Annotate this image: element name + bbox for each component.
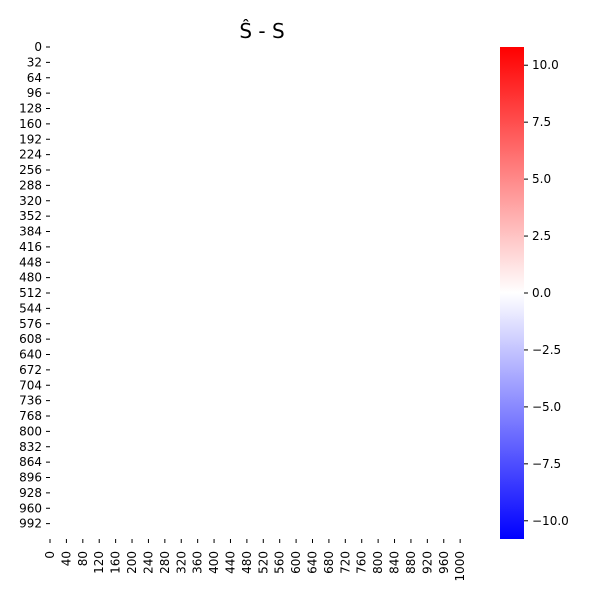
colorbar-axis: 10.0 7.5 5.0 2.5 0.0 −2.5 −5.0 −7.5 −10.0 [524, 58, 569, 528]
x-axis: 0 40 80 120 160 200 240 280 320 360 400 440 480 520 56… [43, 539, 467, 582]
y-tick-label: 32 [27, 55, 42, 69]
x-tick-label: 200 [125, 551, 139, 574]
x-tick-label: 440 [223, 551, 237, 574]
colorbar-tick-label: −10.0 [532, 514, 569, 528]
y-tick-label: 992 [19, 517, 42, 531]
x-tick-label: 0 [43, 551, 57, 559]
x-tick-label: 960 [437, 551, 451, 574]
y-tick-label: 288 [19, 178, 42, 192]
colorbar [500, 47, 524, 539]
x-tick-label: 240 [141, 551, 155, 574]
colorbar-tick-label: 0.0 [532, 286, 551, 300]
y-tick-label: 736 [19, 394, 42, 408]
y-tick-label: 672 [19, 363, 42, 377]
y-tick-label: 96 [27, 86, 42, 100]
x-tick-label: 520 [256, 551, 270, 574]
colorbar-tick-label: 2.5 [532, 229, 551, 243]
y-tick-label: 224 [19, 148, 42, 162]
x-tick-label: 640 [306, 551, 320, 574]
y-tick-label: 704 [19, 378, 42, 392]
x-tick-label: 880 [404, 551, 418, 574]
y-tick-label: 320 [19, 194, 42, 208]
x-tick-label: 400 [207, 551, 221, 574]
y-tick-label: 896 [19, 471, 42, 485]
colorbar-tick-label: 5.0 [532, 172, 551, 186]
y-tick-label: 192 [19, 132, 42, 146]
y-tick-label: 640 [19, 348, 42, 362]
y-tick-label: 512 [19, 286, 42, 300]
y-tick-label: 960 [19, 501, 42, 515]
x-tick-label: 560 [273, 551, 287, 574]
x-tick-label: 120 [92, 551, 106, 574]
x-tick-label: 160 [109, 551, 123, 574]
y-tick-label: 448 [19, 255, 42, 269]
y-tick-label: 64 [27, 71, 42, 85]
x-tick-label: 1000 [453, 551, 467, 582]
y-tick-label: 256 [19, 163, 42, 177]
y-tick-label: 352 [19, 209, 42, 223]
x-tick-label: 480 [240, 551, 254, 574]
y-tick-label: 416 [19, 240, 42, 254]
x-tick-label: 760 [355, 551, 369, 574]
colorbar-tick-label: −5.0 [532, 400, 561, 414]
x-tick-label: 840 [388, 551, 402, 574]
colorbar-tick-label: −2.5 [532, 343, 561, 357]
y-tick-label: 800 [19, 424, 42, 438]
y-tick-label: 576 [19, 317, 42, 331]
colorbar-tick-label: 7.5 [532, 115, 551, 129]
y-tick-label: 160 [19, 117, 42, 131]
x-tick-label: 80 [76, 551, 90, 566]
y-tick-label: 128 [19, 102, 42, 116]
x-tick-label: 680 [322, 551, 336, 574]
y-tick-label: 544 [19, 301, 42, 315]
y-tick-label: 832 [19, 440, 42, 454]
x-tick-label: 720 [338, 551, 352, 574]
x-tick-label: 40 [59, 551, 73, 566]
x-tick-label: 800 [371, 551, 385, 574]
heatmap-area [50, 47, 470, 539]
colorbar-tick-label: 10.0 [532, 58, 559, 72]
x-tick-label: 600 [289, 551, 303, 574]
x-tick-label: 280 [158, 551, 172, 574]
y-tick-label: 928 [19, 486, 42, 500]
y-tick-label: 0 [34, 40, 42, 54]
y-tick-label: 384 [19, 225, 42, 239]
x-tick-label: 360 [191, 551, 205, 574]
x-tick-label: 320 [174, 551, 188, 574]
x-tick-label: 920 [420, 551, 434, 574]
colorbar-tick-label: −7.5 [532, 457, 561, 471]
y-tick-label: 768 [19, 409, 42, 423]
chart-title: Ŝ - S [239, 19, 284, 43]
y-tick-label: 480 [19, 271, 42, 285]
y-tick-label: 864 [19, 455, 42, 469]
y-tick-label: 608 [19, 332, 42, 346]
